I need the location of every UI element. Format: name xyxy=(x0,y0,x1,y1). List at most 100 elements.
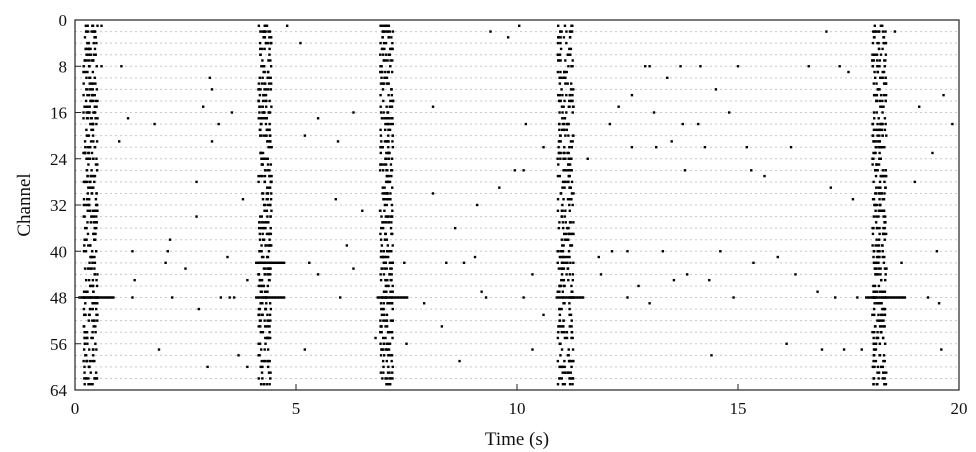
spike-point xyxy=(268,261,272,265)
spike-point xyxy=(561,111,564,114)
spike-point xyxy=(96,209,99,212)
spike-point xyxy=(568,377,571,380)
spike-point xyxy=(92,232,95,236)
spike-point xyxy=(876,122,879,126)
spike-point xyxy=(384,215,387,218)
spike-point xyxy=(703,145,707,149)
spike-point xyxy=(389,250,392,253)
spike-point xyxy=(385,169,388,172)
spike-point xyxy=(380,215,383,218)
spike-point xyxy=(258,41,262,45)
spike-point xyxy=(91,128,95,132)
spike-point xyxy=(91,122,95,126)
spike-point xyxy=(389,192,392,195)
spike-point xyxy=(558,296,562,299)
spike-point xyxy=(89,117,93,120)
spike-point xyxy=(269,377,272,380)
spike-point xyxy=(570,192,574,195)
spike-point xyxy=(422,302,426,305)
spike-point xyxy=(352,267,355,270)
spike-point xyxy=(405,296,409,299)
spike-point xyxy=(84,145,87,149)
spike-point xyxy=(873,93,876,97)
spike-point xyxy=(873,140,876,143)
spike-point xyxy=(571,99,574,103)
spike-point xyxy=(83,365,86,369)
spike-point xyxy=(877,145,881,149)
spike-point xyxy=(560,307,563,311)
spike-point xyxy=(882,232,886,236)
spike-point xyxy=(942,93,945,97)
spike-point xyxy=(87,198,91,201)
spike-point xyxy=(258,313,261,317)
spike-point xyxy=(879,157,882,160)
spike-point xyxy=(880,128,884,132)
spike-point xyxy=(95,140,99,143)
spike-point xyxy=(268,122,271,126)
spike-point xyxy=(558,134,562,137)
spike-point xyxy=(84,99,88,103)
spike-point xyxy=(389,47,393,51)
spike-point xyxy=(878,290,882,293)
spike-point xyxy=(568,313,571,317)
spike-point xyxy=(561,365,564,369)
spike-point xyxy=(561,122,565,126)
spike-point xyxy=(386,140,389,143)
spike-point xyxy=(380,307,383,311)
spike-point xyxy=(268,302,272,305)
spike-point xyxy=(385,76,389,80)
spike-point xyxy=(264,290,267,293)
spike-point xyxy=(381,70,384,74)
spike-point xyxy=(561,244,564,247)
spike-point xyxy=(558,151,561,155)
spike-point xyxy=(381,186,384,189)
spike-point xyxy=(131,250,134,253)
spike-point xyxy=(880,319,884,322)
spike-point xyxy=(263,319,266,322)
spike-point xyxy=(886,296,890,299)
spike-point xyxy=(94,330,97,334)
spike-point xyxy=(261,365,264,369)
spike-point xyxy=(875,226,879,230)
spike-point xyxy=(872,36,876,39)
spike-point xyxy=(872,354,876,357)
spike-point xyxy=(91,307,95,311)
spike-point xyxy=(90,169,93,172)
spike-point xyxy=(381,30,384,33)
spike-point xyxy=(232,296,236,299)
spike-point xyxy=(881,250,884,253)
spike-point xyxy=(88,348,91,351)
spike-point xyxy=(877,296,880,299)
spike-point xyxy=(569,53,572,56)
spike-point xyxy=(562,278,566,282)
spike-point xyxy=(880,105,884,108)
spike-point xyxy=(390,267,393,270)
spike-point xyxy=(385,105,388,108)
spike-markers xyxy=(78,24,954,386)
spike-point xyxy=(93,145,96,149)
spike-point xyxy=(262,65,266,68)
spike-point xyxy=(389,226,393,230)
spike-point xyxy=(484,296,488,299)
spike-point xyxy=(883,145,886,149)
x-tick-label: 10 xyxy=(509,399,526,418)
spike-point xyxy=(208,76,212,80)
spike-point xyxy=(89,140,93,143)
spike-point xyxy=(872,348,876,351)
spike-point xyxy=(564,134,567,137)
spike-point xyxy=(299,41,302,45)
spike-point xyxy=(531,348,534,351)
spike-point xyxy=(562,284,566,288)
spike-point xyxy=(258,319,262,322)
spike-point xyxy=(266,215,269,218)
spike-point xyxy=(82,70,85,74)
spike-point xyxy=(261,261,264,265)
spike-point xyxy=(597,255,600,259)
spike-point xyxy=(874,209,877,212)
spike-point xyxy=(874,151,877,155)
spike-point xyxy=(871,163,874,166)
spike-point xyxy=(88,365,91,369)
spike-point xyxy=(586,157,589,160)
spike-point xyxy=(558,307,561,311)
spike-point xyxy=(556,336,560,340)
